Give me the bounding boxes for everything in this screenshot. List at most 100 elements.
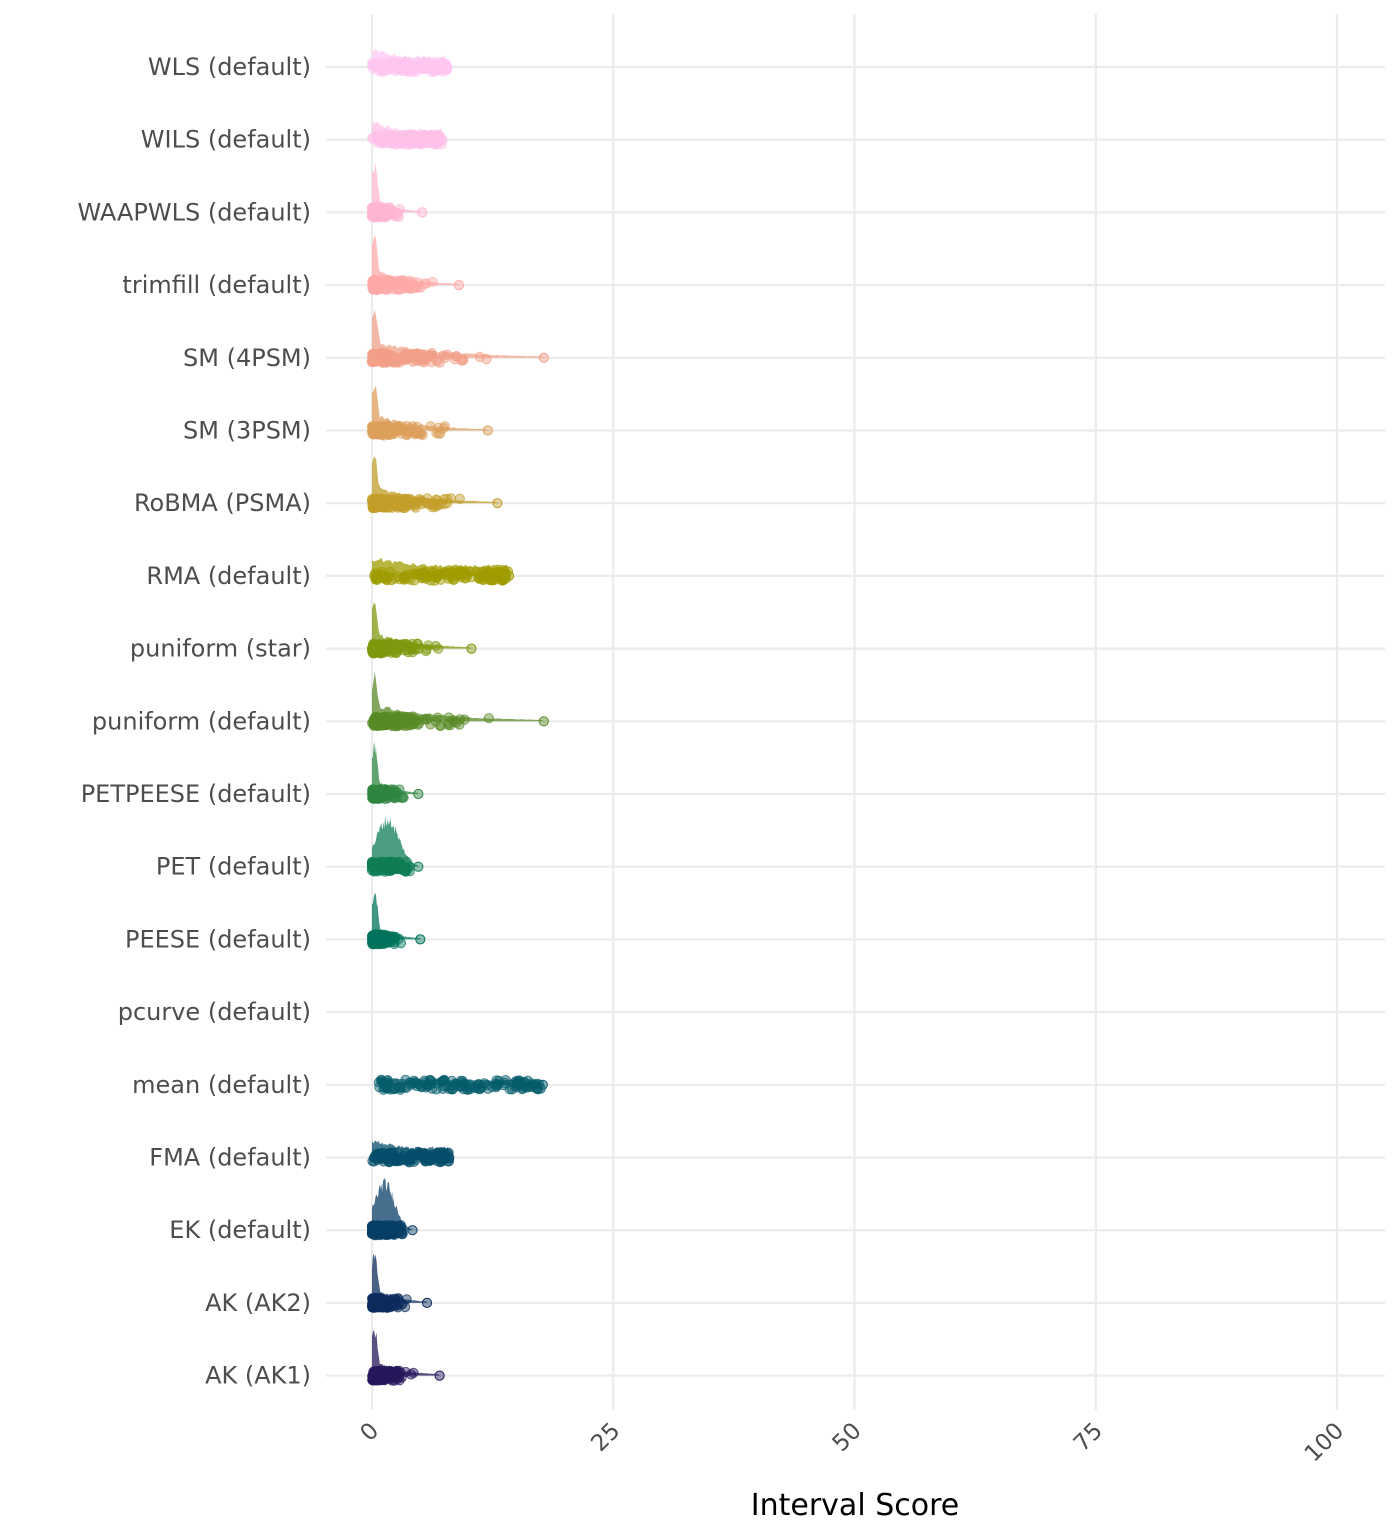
- data-point: [481, 354, 492, 365]
- data-point: [442, 498, 453, 509]
- data-point: [372, 1152, 384, 1163]
- data-point: [369, 1367, 380, 1378]
- data-point: [386, 57, 397, 68]
- data-point: [389, 938, 400, 950]
- data-point: [406, 1369, 417, 1380]
- y-axis-label: trimfill (default): [122, 271, 311, 299]
- data-point: [380, 935, 391, 946]
- y-axis-label: PEESE (default): [125, 925, 311, 953]
- data-point: [453, 280, 464, 291]
- data-point: [392, 133, 403, 144]
- data-point: [392, 721, 403, 732]
- data-point: [449, 574, 460, 585]
- y-axis-label: WLS (default): [148, 53, 311, 81]
- data-point: [418, 354, 429, 365]
- data-point: [384, 640, 395, 651]
- data-point: [427, 1083, 438, 1094]
- data-point: [374, 136, 385, 147]
- y-axis-label: puniform (default): [92, 707, 311, 735]
- data-point: [389, 357, 400, 368]
- data-point: [398, 572, 409, 583]
- data-point: [382, 1079, 393, 1091]
- data-point: [370, 202, 381, 213]
- data-point: [431, 355, 442, 366]
- data-point: [384, 713, 395, 724]
- data-point: [451, 351, 462, 362]
- x-axis-ticks: 0 25 50 75 100: [356, 1418, 1350, 1467]
- y-axis-labels: WLS (default) WILS (default) WAAPWLS (defa…: [77, 53, 311, 1390]
- data-point: [410, 502, 421, 513]
- data-point: [380, 1228, 391, 1239]
- data-point: [492, 498, 503, 509]
- y-axis-label: RoBMA (PSMA): [134, 489, 311, 517]
- data-point: [368, 787, 379, 798]
- data-point: [402, 639, 413, 650]
- data-point: [370, 355, 382, 367]
- data-point: [443, 718, 454, 729]
- data-point: [382, 575, 393, 586]
- data-point: [442, 61, 453, 73]
- data-point: [415, 934, 426, 945]
- data-point: [418, 357, 429, 368]
- data-point: [537, 1079, 548, 1090]
- data-point: [371, 568, 383, 579]
- data-point: [432, 712, 443, 723]
- data-point: [503, 570, 515, 582]
- data-point: [425, 421, 436, 432]
- data-point: [404, 139, 416, 150]
- data-point: [407, 496, 419, 507]
- data-point: [393, 421, 404, 432]
- data-point: [384, 1366, 395, 1377]
- data-point: [437, 1076, 448, 1087]
- data-point: [418, 135, 429, 146]
- data-point: [483, 713, 494, 724]
- data-point: [413, 788, 424, 800]
- data-point: [440, 64, 451, 76]
- y-axis-label: FMA (default): [149, 1144, 311, 1172]
- data-point: [413, 861, 424, 872]
- data-point: [538, 352, 549, 363]
- y-axis-label: PETPEESE (default): [81, 780, 311, 808]
- data-point: [407, 1225, 418, 1236]
- data-point: [434, 428, 446, 439]
- data-point: [367, 57, 378, 69]
- data-point: [373, 714, 384, 725]
- x-tick-label: 25: [586, 1418, 625, 1457]
- y-axis-label: WILS (default): [141, 126, 311, 154]
- data-point: [397, 61, 408, 72]
- data-point: [431, 428, 442, 439]
- data-point: [421, 713, 432, 724]
- y-axis-label: mean (default): [132, 1071, 311, 1099]
- data-point: [378, 1294, 389, 1305]
- data-point: [387, 351, 398, 362]
- data-point: [415, 63, 426, 74]
- data-point: [378, 1374, 389, 1385]
- data-point: [413, 132, 424, 143]
- data-point: [393, 496, 404, 508]
- data-point: [375, 423, 386, 434]
- data-point: [390, 208, 401, 219]
- data-point: [417, 58, 428, 69]
- data-point: [369, 1297, 380, 1309]
- data-point: [482, 425, 493, 436]
- data-point: [384, 498, 395, 509]
- data-point: [498, 1080, 509, 1091]
- data-point: [404, 718, 415, 729]
- y-axis-label: PET (default): [156, 853, 311, 881]
- data-point: [433, 643, 444, 654]
- data-point: [387, 786, 398, 798]
- density-cloud: [372, 309, 544, 358]
- y-axis-label: SM (4PSM): [183, 344, 311, 372]
- data-point: [437, 134, 448, 145]
- data-point: [403, 350, 414, 361]
- data-point: [439, 421, 450, 432]
- data-point: [432, 495, 443, 506]
- data-point: [401, 1155, 413, 1166]
- data-point: [366, 211, 378, 222]
- data-point: [378, 428, 389, 439]
- data-point: [421, 1297, 433, 1309]
- data-point: [393, 857, 404, 868]
- data-point: [538, 716, 549, 727]
- density-cloud: [372, 815, 419, 867]
- data-point: [511, 1082, 522, 1093]
